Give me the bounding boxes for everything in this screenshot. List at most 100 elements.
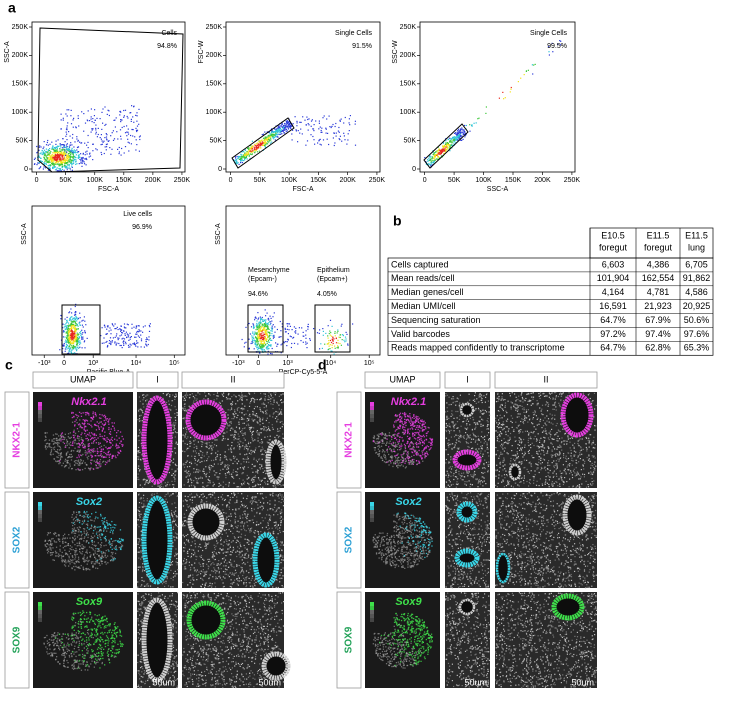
event-dot: [323, 331, 324, 332]
event-dot: [145, 325, 146, 326]
event-dot: [346, 144, 347, 145]
event-dot: [67, 339, 68, 340]
event-dot: [265, 321, 266, 322]
event-dot: [256, 334, 257, 335]
event-dot: [112, 340, 113, 341]
texture: [190, 474, 191, 475]
event-dot: [315, 120, 316, 121]
y-tick-label: 0: [412, 166, 416, 173]
event-dot: [48, 145, 49, 146]
umap-dot: [56, 461, 57, 462]
gate-label: Live cells: [123, 211, 152, 218]
umap-dot: [52, 441, 53, 442]
event-dot: [119, 151, 120, 152]
texture: [244, 466, 245, 467]
event-dot: [76, 334, 77, 335]
event-dot: [424, 157, 425, 158]
texture: [202, 486, 203, 487]
umap-dot: [118, 452, 119, 453]
event-dot: [71, 319, 72, 320]
event-dot: [102, 343, 103, 344]
umap-dot: [76, 443, 77, 444]
event-dot: [332, 347, 333, 348]
umap-dot: [87, 453, 88, 454]
texture: [216, 398, 217, 399]
event-dot: [277, 344, 278, 345]
texture: [268, 402, 269, 403]
texture: [196, 446, 197, 447]
umap-dot: [95, 455, 96, 456]
event-dot: [451, 141, 452, 142]
texture: [269, 397, 270, 398]
umap-dot: [69, 463, 70, 464]
texture: [196, 464, 197, 465]
event-dot: [335, 335, 336, 336]
texture: [203, 469, 204, 470]
texture: [214, 444, 215, 445]
umap-dot: [79, 450, 80, 451]
texture: [279, 484, 280, 485]
event-dot: [254, 340, 255, 341]
event-dot: [119, 147, 120, 148]
texture: [243, 419, 244, 420]
umap-dot: [82, 445, 83, 446]
event-dot: [85, 332, 86, 333]
colorbar: [38, 406, 42, 410]
texture: [208, 398, 209, 399]
event-dot: [60, 151, 61, 152]
event-dot: [110, 330, 111, 331]
event-dot: [308, 324, 309, 325]
event-dot: [71, 144, 72, 145]
event-dot: [293, 337, 294, 338]
umap-dot: [60, 440, 61, 441]
event-dot: [549, 54, 550, 55]
event-dot: [257, 326, 258, 327]
texture: [264, 437, 265, 438]
texture: [202, 452, 203, 453]
event-dot: [63, 144, 64, 145]
umap-dot: [68, 433, 69, 434]
texture: [233, 458, 234, 459]
texture: [248, 420, 249, 421]
texture: [223, 396, 224, 397]
umap-dot: [91, 438, 92, 439]
texture: [138, 468, 139, 469]
event-dot: [449, 146, 450, 147]
event-dot: [305, 145, 306, 146]
event-dot: [246, 151, 247, 152]
gate-label: 94.8%: [157, 43, 177, 50]
texture: [230, 435, 231, 436]
event-dot: [66, 144, 67, 145]
event-dot: [313, 139, 314, 140]
event-dot: [58, 161, 59, 162]
x-tick-label: 10⁴: [131, 360, 142, 367]
event-dot: [68, 323, 69, 324]
event-dot: [262, 337, 263, 338]
texture: [207, 458, 208, 459]
texture: [175, 464, 176, 465]
event-dot: [253, 328, 254, 329]
event-dot: [123, 341, 124, 342]
event-dot: [343, 133, 344, 134]
texture: [243, 461, 244, 462]
event-dot: [62, 149, 63, 150]
event-dot: [511, 87, 512, 88]
y-tick-label: 50K: [404, 137, 417, 144]
event-dot: [80, 317, 81, 318]
y-tick-label: 150K: [12, 81, 29, 88]
event-dot: [79, 342, 80, 343]
event-dot: [237, 156, 238, 157]
event-dot: [334, 133, 335, 134]
texture: [140, 420, 141, 421]
event-dot: [330, 340, 331, 341]
texture: [261, 481, 262, 482]
event-dot: [106, 136, 107, 137]
texture: [195, 463, 196, 464]
event-dot: [128, 347, 129, 348]
event-dot: [106, 329, 107, 330]
event-dot: [251, 335, 252, 336]
event-dot: [77, 324, 78, 325]
event-dot: [460, 129, 461, 130]
event-dot: [146, 339, 147, 340]
event-dot: [334, 354, 335, 355]
